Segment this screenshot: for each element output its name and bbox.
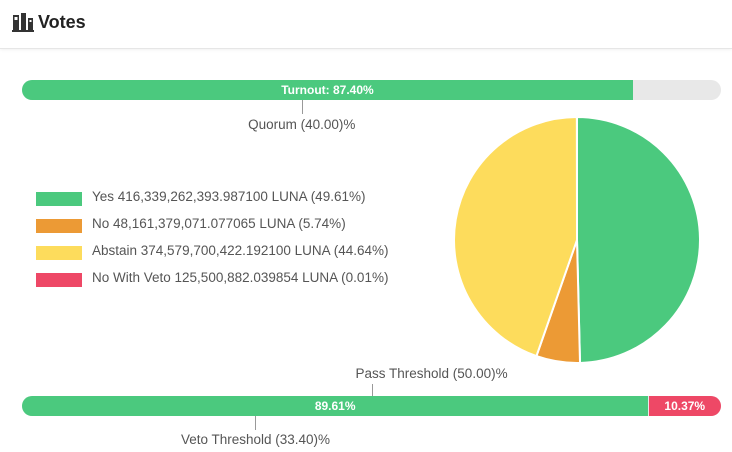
quorum-marker [301, 100, 303, 114]
pass-threshold-marker [371, 384, 373, 396]
pie-slice-yes[interactable] [576, 115, 701, 364]
yes-percent-label: 89.61% [314, 399, 356, 413]
turnout-fill [22, 80, 633, 100]
veto-threshold-label: Veto Threshold (33.40)% [180, 432, 331, 447]
veto-threshold-marker [255, 416, 257, 430]
ballot-box-icon [12, 13, 34, 32]
legend-swatch-no [36, 219, 82, 233]
veto-fill [648, 396, 721, 416]
pass-threshold-label: Pass Threshold (50.00)% [355, 366, 508, 381]
legend-swatch-no-with-veto [36, 273, 82, 287]
legend-text-abstain: Abstain 374,579,700,422.192100 LUNA (44.… [92, 243, 389, 258]
legend-text-yes: Yes 416,339,262,393.987100 LUNA (49.61%) [92, 189, 366, 204]
veto-percent-label: 10.37% [664, 399, 706, 413]
legend-text-no: No 48,161,379,071.077065 LUNA (5.74%) [92, 216, 346, 231]
legend-swatch-abstain [36, 246, 82, 260]
page-header: Votes [0, 0, 732, 49]
turnout-bar: Turnout: 87.40% [22, 80, 721, 100]
legend-text-no-with-veto: No With Veto 125,500,882.039854 LUNA (0.… [92, 270, 389, 285]
page-title: Votes [38, 12, 86, 32]
turnout-label: Turnout: 87.40% [281, 83, 374, 97]
legend-swatch-yes [36, 192, 82, 206]
result-bar: 89.61% 10.37% [22, 396, 721, 416]
quorum-label: Quorum (40.00)% [248, 117, 356, 132]
yes-fill [22, 396, 649, 416]
pie-slice-abstain[interactable] [453, 115, 579, 358]
